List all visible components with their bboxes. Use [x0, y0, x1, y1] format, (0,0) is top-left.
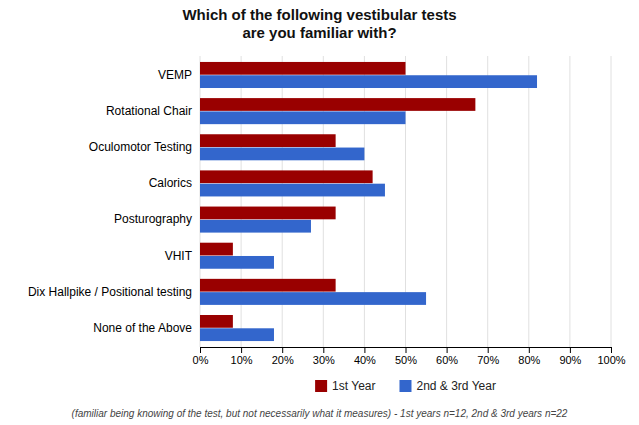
title-line: Which of the following vestibular tests	[182, 6, 456, 23]
x-tick-mark	[323, 347, 324, 353]
y-tick-label: Dix Hallpike / Positional testing	[28, 285, 192, 299]
y-tick: Oculomotor Testing	[89, 140, 192, 154]
x-tick: 90%	[559, 347, 581, 366]
bar	[200, 243, 233, 256]
y-axis: VEMP Rotational Chair Oculomotor Testing Ca…	[28, 68, 193, 335]
x-tick: 70%	[477, 347, 499, 366]
x-tick: 80%	[518, 347, 540, 366]
x-tick: 10%	[231, 347, 253, 366]
bar	[200, 256, 274, 269]
bar	[200, 207, 336, 220]
x-tick: 30%	[313, 347, 335, 366]
y-tick: Rotational Chair	[106, 104, 192, 118]
y-tick: VHIT	[165, 249, 193, 263]
bar	[200, 62, 406, 75]
x-tick-mark	[282, 347, 283, 353]
legend-item: 1st Year	[315, 379, 375, 393]
legend-label: 1st Year	[332, 379, 375, 393]
bar	[200, 148, 364, 161]
footnote: (familiar being knowing of the test, but…	[72, 408, 568, 419]
bar	[200, 328, 274, 341]
x-tick: 20%	[272, 347, 294, 366]
x-tick-label: 0%	[193, 354, 209, 366]
x-tick: 0%	[193, 347, 209, 366]
x-tick-label: 80%	[518, 354, 540, 366]
x-tick-mark	[529, 347, 530, 353]
x-tick: 100%	[597, 347, 625, 366]
x-tick-label: 70%	[477, 354, 499, 366]
x-axis-line	[201, 348, 612, 354]
bar	[200, 170, 373, 183]
grid	[200, 56, 611, 347]
title-line: are you familiar with?	[242, 24, 396, 41]
y-tick-label: None of the Above	[93, 321, 192, 335]
legend-label: 2nd & 3rd Year	[416, 379, 495, 393]
bar	[200, 98, 475, 111]
x-axis: 0% 10% 20% 30% 40% 50% 60% 70% 80% 90% 100%	[193, 347, 626, 366]
x-tick-label: 100%	[597, 354, 625, 366]
bars	[200, 62, 537, 341]
x-tick-label: 50%	[395, 354, 417, 366]
x-tick-label: 20%	[272, 354, 294, 366]
grid-line	[611, 56, 612, 347]
y-tick: Dix Hallpike / Positional testing	[28, 285, 192, 299]
y-tick-label: Calorics	[149, 176, 192, 190]
title: Which of the following vestibular testsa…	[182, 6, 456, 41]
x-tick: 50%	[395, 347, 417, 366]
x-tick-mark	[241, 347, 242, 353]
x-tick-mark	[406, 347, 407, 353]
y-tick-label: VHIT	[165, 249, 193, 263]
bar	[200, 292, 426, 305]
x-tick-mark	[570, 347, 571, 353]
legend-item: 2nd & 3rd Year	[399, 379, 495, 393]
chart: Which of the following vestibular testsa…	[0, 0, 639, 425]
grid-line	[569, 56, 570, 347]
bar	[200, 279, 336, 292]
x-tick-label: 30%	[313, 354, 335, 366]
y-tick: Posturography	[114, 212, 192, 226]
y-tick: VEMP	[158, 68, 192, 82]
bar	[200, 184, 385, 197]
grid-line	[487, 56, 488, 347]
bar	[200, 111, 406, 124]
y-tick-label: Rotational Chair	[106, 104, 192, 118]
x-tick-mark	[200, 347, 201, 353]
y-tick: None of the Above	[93, 321, 192, 335]
bar	[200, 315, 233, 328]
x-tick-label: 40%	[354, 354, 376, 366]
bar	[200, 220, 311, 233]
legend-swatch	[399, 380, 411, 392]
x-tick-mark	[611, 347, 612, 353]
plot: 0% 10% 20% 30% 40% 50% 60% 70% 80% 90% 100% VEMP Rot…	[28, 56, 626, 366]
x-tick: 40%	[354, 347, 376, 366]
x-tick-label: 10%	[231, 354, 253, 366]
x-tick-mark	[364, 347, 365, 353]
y-tick-label: VEMP	[158, 68, 192, 82]
legend: 1st Year 2nd & 3rd Year	[315, 379, 496, 393]
y-tick-label: Posturography	[114, 212, 192, 226]
grid-line	[528, 56, 529, 347]
x-tick-mark	[488, 347, 489, 353]
bar	[200, 75, 537, 88]
bar	[200, 134, 336, 147]
legend-swatch	[315, 380, 327, 392]
y-tick: Calorics	[149, 176, 192, 190]
x-tick-label: 90%	[559, 354, 581, 366]
x-tick: 60%	[436, 347, 458, 366]
y-tick-label: Oculomotor Testing	[89, 140, 192, 154]
x-tick-mark	[447, 347, 448, 353]
x-tick-label: 60%	[436, 354, 458, 366]
